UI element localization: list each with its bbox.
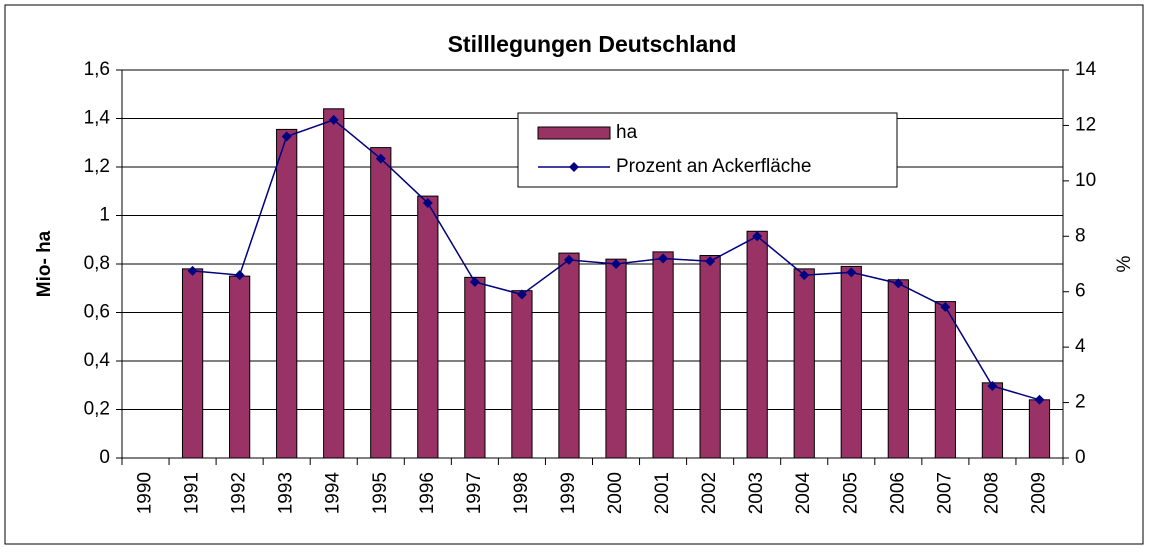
y2-tick-label: 2	[1075, 392, 1086, 413]
marker	[563, 254, 574, 265]
bar	[1028, 399, 1051, 459]
marker	[422, 198, 433, 209]
bar	[699, 255, 721, 459]
bar	[558, 252, 580, 459]
x-tick-label: 2002	[699, 472, 720, 514]
x-tick-label: 1993	[276, 472, 297, 514]
marker	[940, 301, 951, 312]
marker	[987, 380, 998, 391]
bar	[887, 279, 909, 459]
marker	[469, 277, 480, 288]
legend-swatch	[569, 162, 579, 172]
bar	[323, 108, 345, 459]
bar	[793, 268, 815, 459]
x-tick-label: 1998	[511, 472, 532, 514]
marker	[658, 253, 669, 264]
y2-tick-label: 10	[1075, 170, 1096, 191]
y-tick-label: 0,2	[84, 399, 110, 420]
bar	[652, 251, 674, 459]
bar	[511, 290, 533, 459]
y2-tick-label: 0	[1075, 447, 1086, 468]
y-tick-label: 1,6	[84, 59, 110, 80]
bar	[934, 301, 956, 459]
x-tick-label: 1992	[229, 472, 250, 514]
marker	[375, 153, 386, 164]
y2-tick-label: 8	[1075, 225, 1086, 246]
y-tick-label: 1,4	[84, 108, 111, 129]
x-tick-label: 1991	[182, 472, 203, 514]
marker	[705, 256, 716, 267]
y2-tick-label: 6	[1075, 281, 1086, 302]
bar	[370, 147, 392, 459]
marker	[516, 289, 527, 300]
x-tick-label: 1990	[135, 472, 156, 514]
y2-axis-label: %	[1114, 255, 1135, 272]
marker	[611, 259, 622, 269]
bar	[605, 258, 627, 459]
legend-label: ha	[616, 122, 638, 143]
marker	[752, 231, 763, 242]
legend-box	[517, 112, 898, 188]
y-tick-label: 0,6	[84, 302, 110, 323]
marker	[328, 114, 339, 125]
x-tick-label: 1997	[464, 472, 485, 514]
x-tick-label: 2005	[840, 472, 861, 514]
y-tick-label: 0,8	[84, 253, 110, 274]
x-tick-label: 1994	[323, 472, 344, 515]
bar	[417, 195, 439, 459]
chart-title: Stilllegungen Deutschland	[448, 31, 737, 57]
x-tick-label: 2008	[981, 472, 1002, 514]
bar	[746, 230, 768, 459]
x-tick-label: 2009	[1028, 472, 1049, 514]
x-tick-label: 2003	[746, 472, 767, 514]
y-tick-label: 1	[99, 205, 110, 226]
y2-tick-label: 4	[1075, 336, 1086, 357]
x-tick-label: 2007	[934, 472, 955, 514]
y2-tick-label: 12	[1075, 114, 1096, 135]
y-tick-label: 0,4	[84, 350, 111, 371]
marker	[893, 278, 904, 289]
bar	[981, 382, 1004, 459]
x-tick-label: 2004	[793, 472, 814, 515]
x-tick-label: 2000	[605, 472, 626, 514]
marker	[281, 131, 292, 142]
bar	[464, 276, 486, 459]
marker	[234, 270, 245, 281]
marker	[187, 265, 198, 276]
x-tick-label: 1996	[417, 472, 438, 514]
y2-tick-label: 14	[1075, 59, 1097, 80]
bar	[181, 268, 204, 459]
marker	[846, 267, 857, 278]
x-tick-label: 1995	[370, 472, 391, 514]
x-tick-label: 2001	[652, 472, 673, 514]
y-tick-label: 0	[99, 447, 110, 468]
x-tick-label: 1999	[558, 472, 579, 514]
legend-label: Prozent an Ackerfläche	[616, 156, 811, 177]
y-axis-label: Mio- ha	[34, 230, 55, 297]
marker	[1034, 394, 1045, 405]
bar	[276, 128, 298, 459]
y-tick-label: 1,2	[84, 156, 110, 177]
bar	[840, 265, 862, 459]
marker	[799, 270, 810, 281]
legend-swatch	[537, 126, 611, 140]
x-tick-label: 2006	[887, 472, 908, 514]
bar	[229, 275, 251, 459]
